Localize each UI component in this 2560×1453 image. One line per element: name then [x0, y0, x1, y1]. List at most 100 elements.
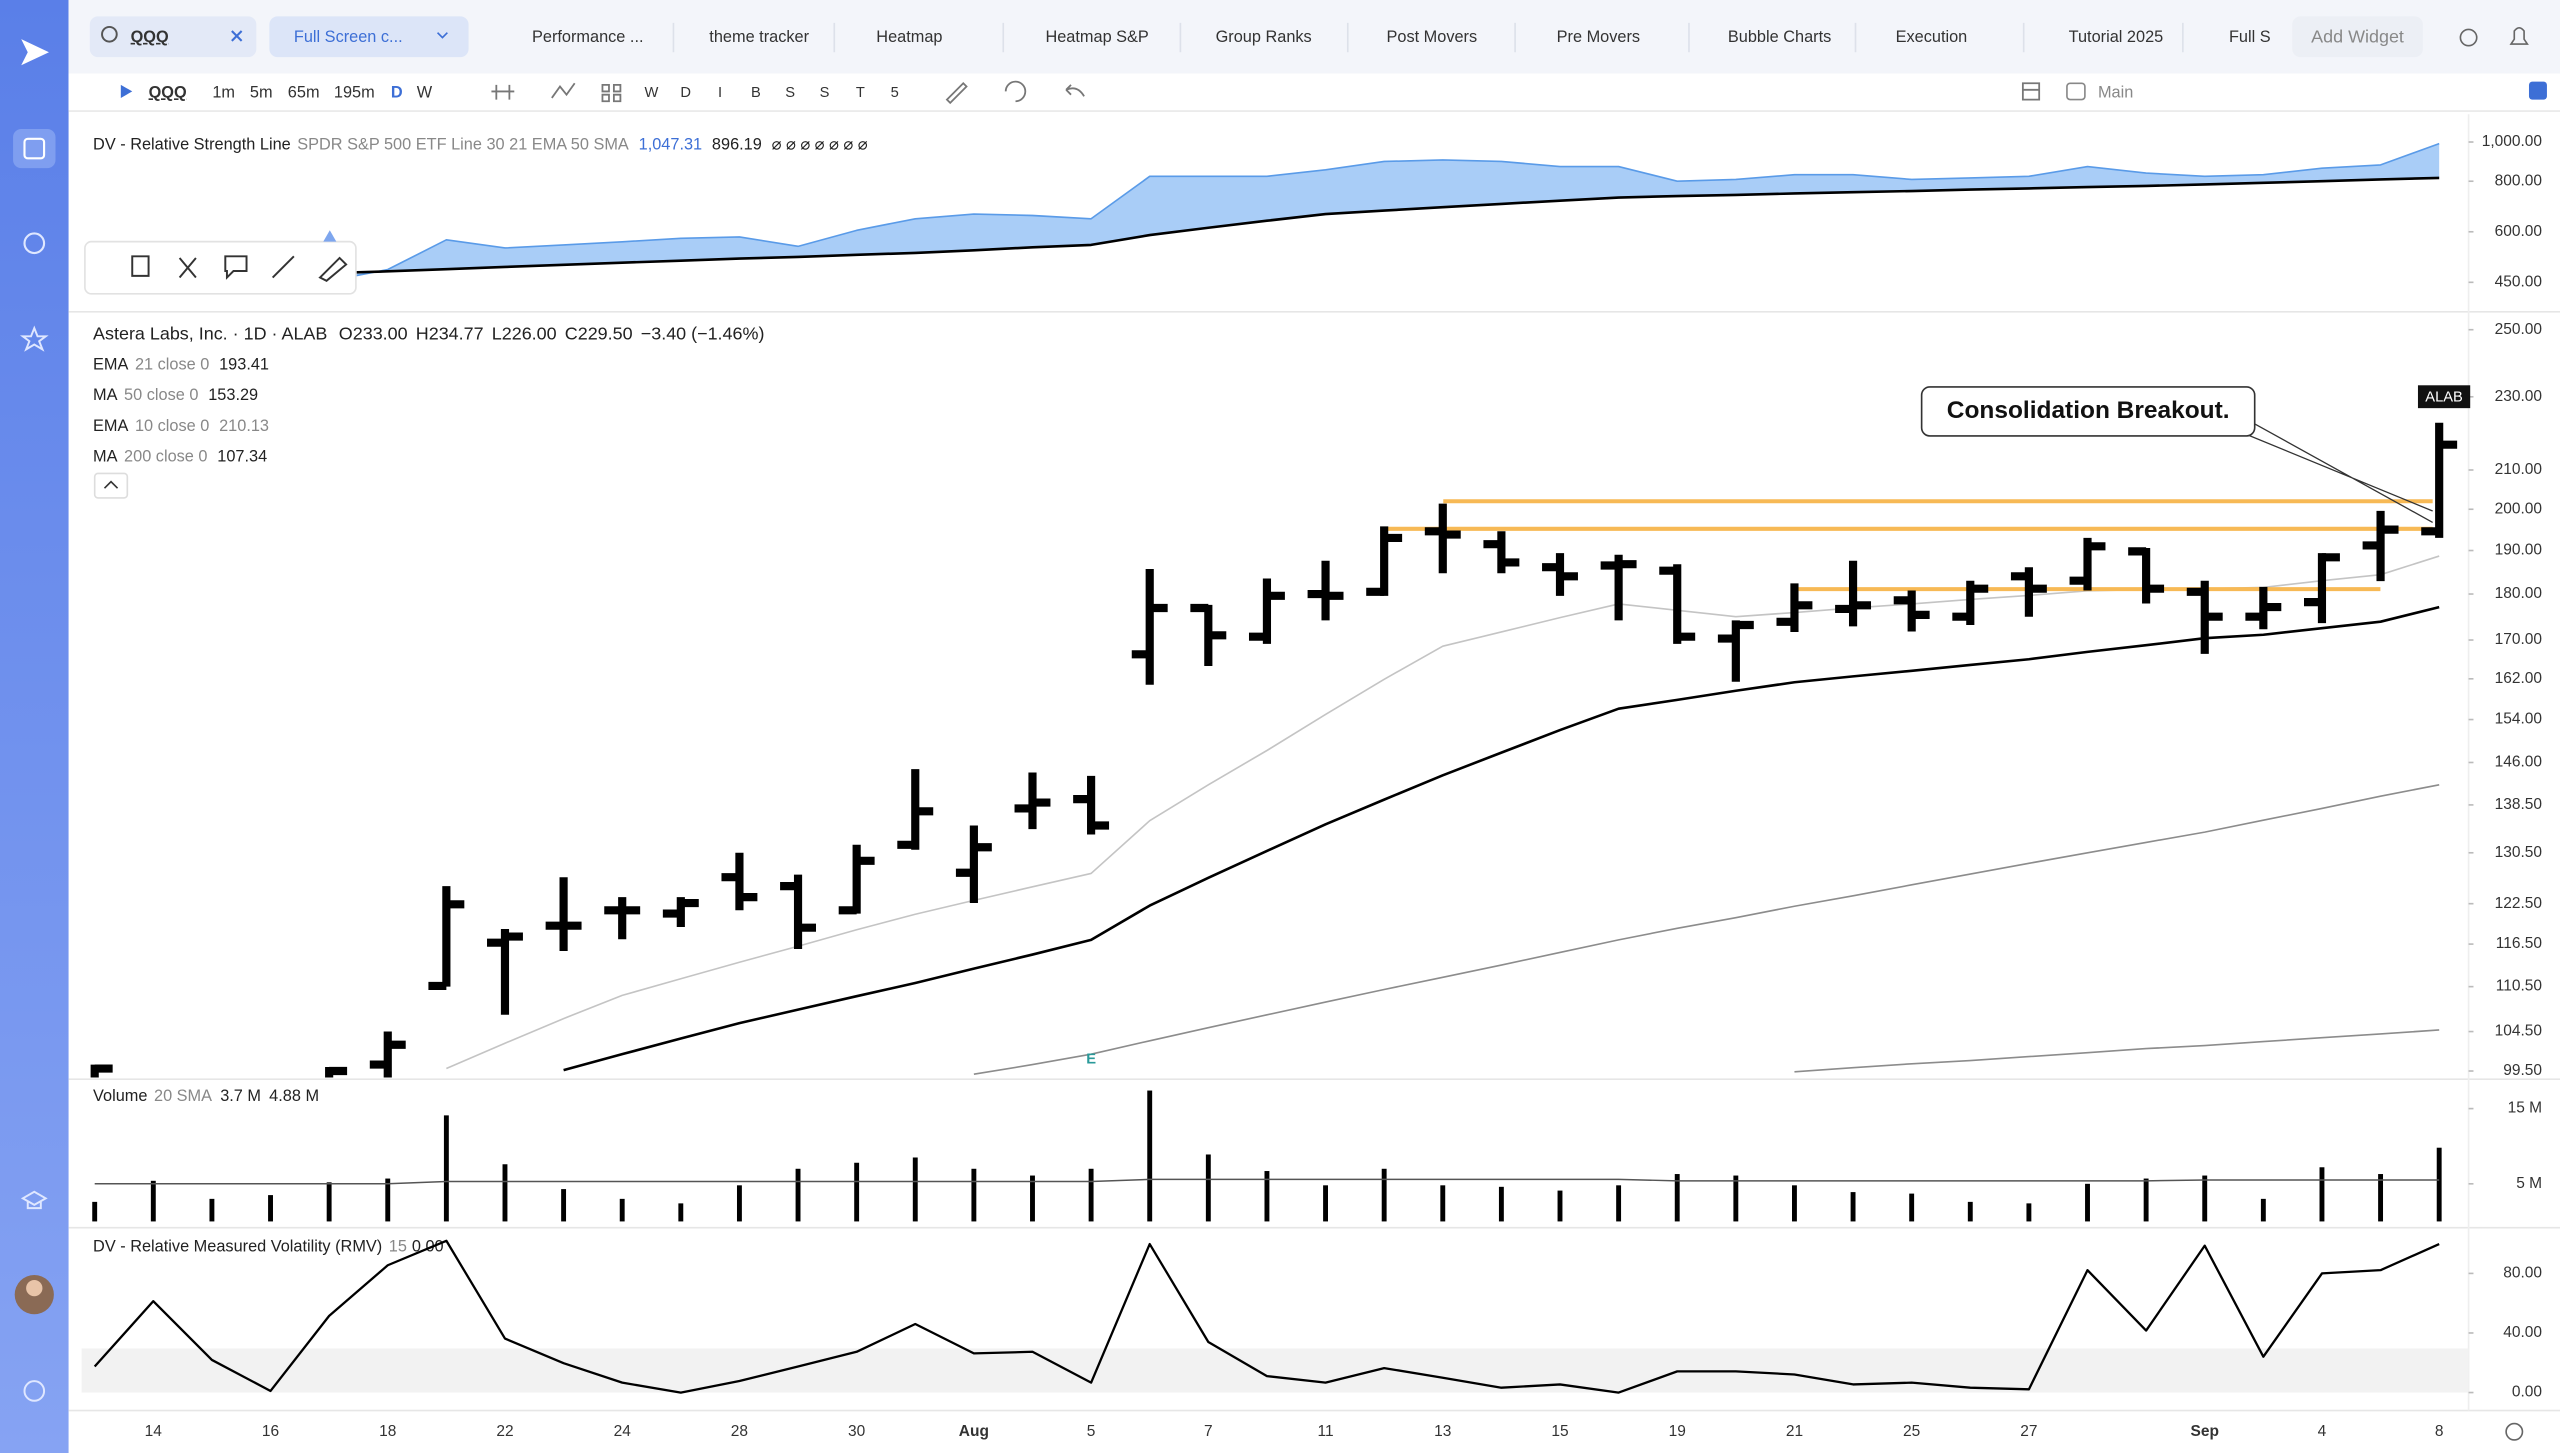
drawing-tool[interactable]: [224, 255, 248, 280]
nav-icon[interactable]: [20, 1190, 48, 1210]
toolbar-icon[interactable]: [601, 83, 622, 103]
toolbar-button[interactable]: I: [718, 85, 722, 101]
tab-label[interactable]: Bubble Charts: [1728, 28, 1831, 46]
volume-bar: [2436, 1147, 2442, 1222]
tab-label[interactable]: theme tracker: [709, 28, 809, 46]
tab-label[interactable]: Execution: [1896, 28, 1968, 46]
indicator-params: 10 close 0: [135, 417, 209, 435]
bell-icon[interactable]: [2509, 26, 2529, 45]
pane-plot: [94, 142, 2440, 284]
interval-button[interactable]: 1m: [212, 83, 235, 101]
x-tick-label: Aug: [959, 1423, 989, 1440]
toolbar-icon[interactable]: [491, 84, 515, 100]
nav-active[interactable]: [13, 128, 56, 169]
drawing-tool[interactable]: [131, 255, 150, 277]
y-tick-label: 190.00: [2495, 542, 2543, 559]
interval-button[interactable]: 5m: [250, 83, 273, 101]
toolbar-icon[interactable]: [551, 82, 576, 99]
x-tick-label: 19: [1669, 1423, 1686, 1440]
callout-text: Consolidation Breakout.: [1947, 397, 2230, 424]
indicator-name: MA: [93, 448, 118, 466]
interval-button[interactable]: 65m: [288, 83, 320, 101]
avatar-face: [26, 1279, 43, 1297]
indicator-line: [446, 555, 2440, 1070]
toolbar-button[interactable]: D: [680, 85, 691, 101]
toolbar-button[interactable]: B: [751, 85, 761, 101]
collapse-button[interactable]: [93, 472, 129, 499]
tab-label[interactable]: Heatmap: [876, 28, 942, 46]
interval-button[interactable]: W: [417, 83, 433, 101]
volume-value: 3.7 M: [220, 1087, 261, 1105]
tab-label[interactable]: Performance ...: [532, 28, 644, 46]
toolbar-button[interactable]: 5: [891, 85, 899, 101]
toolbar-button[interactable]: S: [785, 85, 795, 101]
toggle-icon[interactable]: [2528, 81, 2547, 100]
toolbar-icon[interactable]: [1004, 80, 1027, 103]
tab-label[interactable]: Group Ranks: [1216, 28, 1312, 46]
tab-label[interactable]: Heatmap S&P: [1045, 28, 1148, 46]
volume-bar: [1909, 1193, 1915, 1222]
event-marker[interactable]: E: [1086, 1051, 1096, 1067]
add-widget-button[interactable]: [2292, 16, 2423, 58]
y-tick-label: 162.00: [2495, 670, 2543, 687]
interval-button[interactable]: D: [391, 83, 403, 101]
symbol-tag-label: ALAB: [2425, 389, 2463, 405]
settings-icon[interactable]: [2505, 1422, 2524, 1441]
chevron: [103, 480, 119, 489]
drawing-toolbar[interactable]: [84, 240, 357, 295]
folder-icon[interactable]: [2066, 82, 2086, 101]
y-tick-label: 154.00: [2495, 711, 2543, 728]
toolbar-symbol[interactable]: QQQ: [149, 83, 187, 101]
rmv-band: [81, 1348, 2469, 1393]
share-icon[interactable]: [2459, 28, 2478, 47]
toolbar-icon[interactable]: [1065, 84, 1085, 97]
toolbar-icon[interactable]: [945, 81, 968, 105]
tab-label[interactable]: Post Movers: [1387, 28, 1478, 46]
volume-bar: [326, 1182, 332, 1222]
nav-icon[interactable]: [23, 137, 46, 160]
play-icon[interactable]: [120, 84, 133, 98]
drawing-tool[interactable]: [178, 257, 197, 279]
rs-value: 896.19: [712, 136, 762, 154]
nav-icon[interactable]: [19, 325, 49, 352]
search-text[interactable]: QQQ: [131, 28, 169, 46]
tab-label[interactable]: Full S: [2229, 28, 2271, 46]
tab-label[interactable]: Tutorial 2025: [2069, 28, 2164, 46]
toolbar-button[interactable]: W: [644, 85, 658, 101]
volume-bar: [1381, 1168, 1387, 1222]
drawing-tool[interactable]: [318, 256, 348, 282]
layout-select[interactable]: [269, 16, 469, 58]
nav-icon[interactable]: [23, 232, 46, 255]
toolbar-button[interactable]: S: [820, 85, 830, 101]
rs-line: [94, 142, 2440, 282]
layout-name[interactable]: Full Screen c...: [294, 28, 403, 46]
symbol-tag: [2417, 385, 2471, 409]
tab-label[interactable]: Pre Movers: [1557, 28, 1640, 46]
y-tick-label: 99.50: [2503, 1062, 2542, 1079]
interval-button[interactable]: 195m: [334, 83, 375, 101]
add-widget-label[interactable]: Add Widget: [2311, 26, 2404, 46]
indicator-legend: MA 50 close 0 153.29: [93, 387, 258, 405]
indicator-line: [563, 605, 2440, 1072]
toolbar-icon[interactable]: [2021, 82, 2041, 101]
y-tick-label: 230.00: [2495, 388, 2543, 405]
indicator-name: EMA: [93, 417, 128, 435]
x-tick-label: 22: [496, 1423, 513, 1440]
search-box[interactable]: [89, 16, 257, 58]
volume-value: 4.88 M: [269, 1087, 319, 1105]
volume-bar: [2378, 1174, 2384, 1222]
help-icon[interactable]: [23, 1380, 46, 1402]
drawing-tool[interactable]: [271, 255, 295, 279]
ohlc-value: H234.77: [416, 323, 484, 343]
clear-icon[interactable]: [231, 30, 243, 42]
indicator-name: MA: [93, 387, 118, 405]
y-tick-label: 450.00: [2495, 273, 2543, 290]
volume-bar: [2202, 1175, 2208, 1222]
layout-name[interactable]: Main: [2098, 83, 2133, 101]
volume-bar: [1967, 1201, 1973, 1222]
ohlc-value: O233.00: [339, 323, 408, 343]
toolbar-button[interactable]: T: [856, 85, 865, 101]
x-tick-label: 8: [2435, 1423, 2444, 1440]
